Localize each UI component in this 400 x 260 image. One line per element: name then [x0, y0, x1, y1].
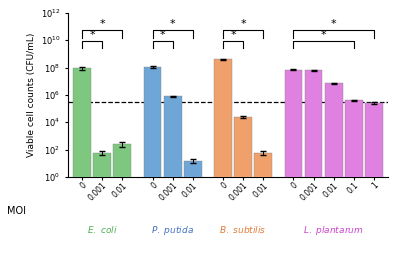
Bar — [234, 117, 252, 260]
Text: *: * — [170, 19, 176, 29]
Bar — [184, 161, 202, 260]
Text: *: * — [230, 30, 236, 40]
Bar — [144, 67, 161, 260]
Text: MOI: MOI — [7, 206, 26, 216]
Bar — [114, 144, 131, 260]
Bar — [73, 68, 91, 260]
Text: *: * — [89, 30, 95, 40]
Text: $\it{P.\ putida}$: $\it{P.\ putida}$ — [151, 224, 194, 237]
Bar — [214, 59, 232, 260]
Bar — [325, 83, 342, 260]
Bar — [305, 70, 322, 260]
Bar — [345, 100, 363, 260]
Bar — [284, 70, 302, 260]
Bar — [164, 96, 182, 260]
Text: *: * — [160, 30, 166, 40]
Bar — [365, 103, 383, 260]
Text: *: * — [321, 30, 326, 40]
Text: $\it{L.\ plantarum}$: $\it{L.\ plantarum}$ — [303, 224, 364, 237]
Bar — [93, 153, 111, 260]
Text: *: * — [240, 19, 246, 29]
Bar — [254, 153, 272, 260]
Text: *: * — [331, 19, 336, 29]
Text: *: * — [100, 19, 105, 29]
Y-axis label: Viable cell counts (CFU/mL): Viable cell counts (CFU/mL) — [28, 33, 36, 157]
Text: $\it{B.\ subtilis}$: $\it{B.\ subtilis}$ — [220, 224, 267, 235]
Text: $\it{E.\ coli}$: $\it{E.\ coli}$ — [87, 224, 118, 235]
